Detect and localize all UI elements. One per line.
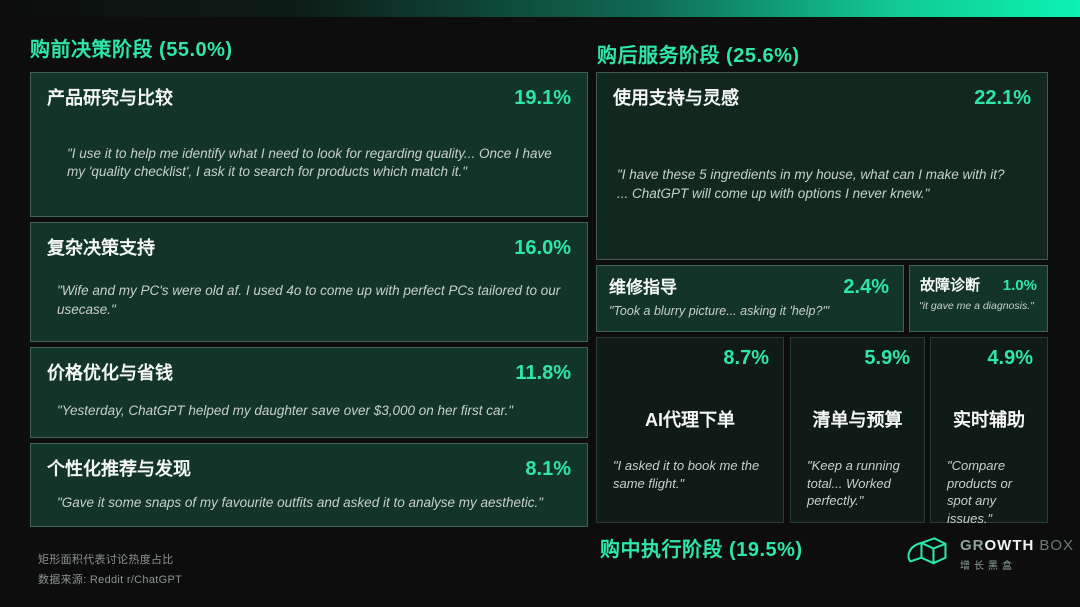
- tile-percent: 4.9%: [987, 347, 1033, 369]
- tile-fault-diagnosis: 故障诊断 1.0% "it gave me a diagnosis.": [909, 265, 1048, 332]
- tile-quote: "Wife and my PC's were old af. I used 4o…: [57, 283, 561, 317]
- tile-header: 使用支持与灵感 22.1%: [597, 73, 1047, 110]
- tile-personalized-recommendation: 个性化推荐与发现 8.1% "Gave it some snaps of my …: [30, 443, 588, 527]
- stage-header-pre-purchase: 购前决策阶段 (55.0%): [30, 39, 233, 61]
- tile-title: AI代理下单: [645, 410, 735, 430]
- tile-body: "Gave it some snaps of my favourite outf…: [31, 481, 587, 526]
- logo-text-gr: GR: [960, 536, 985, 554]
- tile-price-optimization: 价格优化与省钱 11.8% "Yesterday, ChatGPT helped…: [30, 347, 588, 438]
- tile-title: 产品研究与比较: [47, 88, 173, 108]
- stage-header-mid-purchase: 购中执行阶段 (19.5%): [600, 539, 803, 561]
- logo-text-en: GROWTH BOX: [960, 537, 1074, 554]
- tile-body: "I have these 5 ingredients in my house,…: [597, 110, 1047, 259]
- tile-percent: 8.7%: [723, 347, 769, 369]
- stage-header-post-purchase: 购后服务阶段 (25.6%): [597, 45, 800, 67]
- tile-quote: "Took a blurry picture... asking it 'hel…: [609, 304, 830, 318]
- tile-title: 清单与预算: [812, 410, 903, 430]
- tile-title: 个性化推荐与发现: [47, 459, 191, 479]
- tile-header: 个性化推荐与发现 8.1%: [31, 444, 587, 481]
- tile-percent: 5.9%: [864, 347, 910, 369]
- tile-repair-guidance: 维修指导 2.4% "Took a blurry picture... aski…: [596, 265, 904, 332]
- tile-product-research: 产品研究与比较 19.1% "I use it to help me ident…: [30, 72, 588, 217]
- tile-quote: "Yesterday, ChatGPT helped my daughter s…: [57, 402, 514, 418]
- tile-header: 价格优化与省钱 11.8%: [31, 348, 587, 385]
- logo-text-owth: OWTH: [984, 536, 1035, 554]
- tile-percent: 22.1%: [974, 87, 1031, 109]
- logo-text-cn: 增长黑盒: [960, 560, 1016, 572]
- tile-title: 使用支持与灵感: [613, 88, 739, 108]
- tile-title: 实时辅助: [953, 410, 1025, 430]
- tile-header: 故障诊断 1.0%: [910, 266, 1047, 295]
- tile-quote: "I use it to help me identify what I nee…: [67, 145, 552, 179]
- tile-percent: 11.8%: [515, 362, 571, 384]
- tile-complex-decision: 复杂决策支持 16.0% "Wife and my PC's were old …: [30, 222, 588, 342]
- logo-text-box: BOX: [1039, 536, 1075, 554]
- tile-header: 产品研究与比较 19.1%: [31, 73, 587, 110]
- tile-body: "Yesterday, ChatGPT helped my daughter s…: [31, 385, 587, 437]
- tile-title: 价格优化与省钱: [47, 363, 173, 383]
- tile-quote: "I have these 5 ingredients in my house,…: [617, 167, 1005, 201]
- tile-title: 复杂决策支持: [47, 238, 155, 258]
- tile-percent: 8.1%: [525, 458, 571, 480]
- tile-body: "Wife and my PC's were old af. I used 4o…: [31, 260, 587, 341]
- tile-quote: "Keep a running total... Worked perfectl…: [807, 458, 900, 509]
- tile-quote: "it gave me a diagnosis.": [919, 300, 1034, 312]
- tile-title: 维修指导: [609, 278, 677, 297]
- tile-body: "it gave me a diagnosis.": [910, 295, 1047, 331]
- tile-ai-agent-ordering: 8.7% AI代理下单 "I asked it to book me the s…: [596, 337, 784, 523]
- tile-header: 维修指导 2.4%: [597, 266, 903, 299]
- tile-percent: 1.0%: [1002, 277, 1037, 294]
- tile-quote: "I asked it to book me the same flight.": [613, 458, 760, 491]
- footnote-data-source: 数据来源: Reddit r/ChatGPT: [38, 574, 183, 586]
- tile-realtime-assist: 4.9% 实时辅助 "Compare products or spot any …: [930, 337, 1048, 526]
- tile-body: "Took a blurry picture... asking it 'hel…: [597, 299, 903, 331]
- growth-box-logo-icon: [907, 537, 947, 565]
- tile-usage-support: 使用支持与灵感 22.1% "I have these 5 ingredient…: [596, 72, 1048, 260]
- tile-quote: "Compare products or spot any issues.": [947, 458, 1013, 526]
- footnote-area-meaning: 矩形面积代表讨论热度占比: [38, 554, 174, 566]
- tile-header: 复杂决策支持 16.0%: [31, 223, 587, 260]
- tile-percent: 16.0%: [514, 237, 571, 259]
- tile-list-and-budget: 5.9% 清单与预算 "Keep a running total... Work…: [790, 337, 925, 523]
- tile-title: 故障诊断: [920, 277, 981, 294]
- tile-body: "I use it to help me identify what I nee…: [31, 110, 587, 216]
- growth-box-logo: GROWTH BOX 增长黑盒: [903, 533, 1074, 575]
- growth-box-logo-text: GROWTH BOX 增长黑盒: [960, 537, 1074, 572]
- tile-quote: "Gave it some snaps of my favourite outf…: [57, 495, 544, 511]
- tile-percent: 19.1%: [514, 87, 571, 109]
- top-gradient-bar: [0, 0, 1080, 17]
- tile-percent: 2.4%: [843, 276, 889, 298]
